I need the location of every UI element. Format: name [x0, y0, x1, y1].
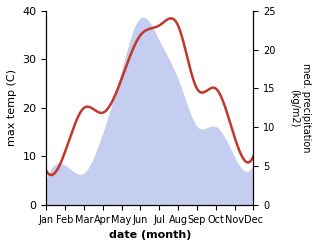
- Y-axis label: med. precipitation
(kg/m2): med. precipitation (kg/m2): [289, 63, 311, 153]
- Y-axis label: max temp (C): max temp (C): [7, 69, 17, 146]
- X-axis label: date (month): date (month): [109, 230, 191, 240]
